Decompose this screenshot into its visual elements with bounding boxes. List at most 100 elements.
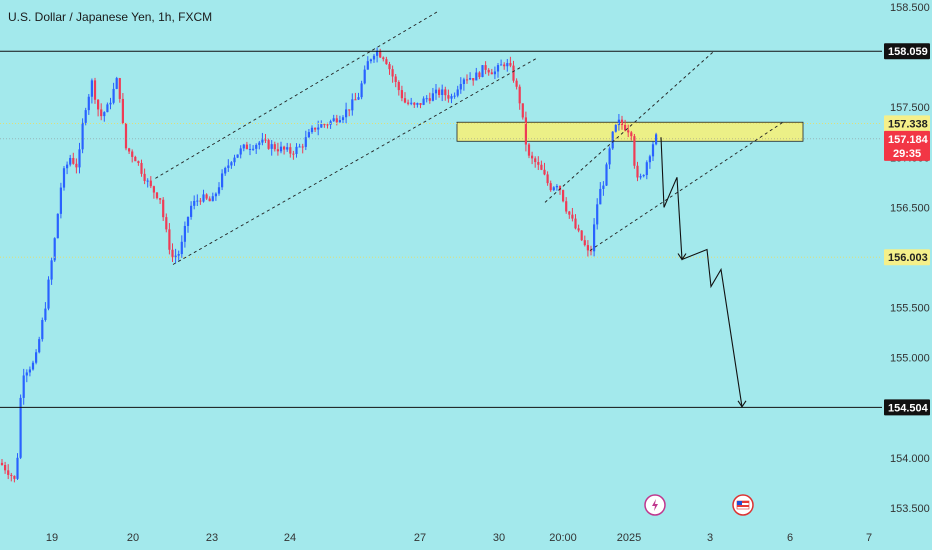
us-flag-event-icon[interactable] xyxy=(732,494,754,516)
candle xyxy=(171,243,174,262)
candle xyxy=(450,93,453,104)
candle-body xyxy=(0,462,4,466)
candle xyxy=(245,141,248,150)
candle-body xyxy=(10,474,13,476)
candle xyxy=(143,168,146,185)
candle-body xyxy=(506,63,509,67)
candle xyxy=(469,72,472,81)
candle xyxy=(462,77,465,91)
candle-body xyxy=(369,59,372,62)
candle xyxy=(589,245,593,256)
candle-body xyxy=(459,84,462,90)
candle-body xyxy=(391,69,394,77)
candle xyxy=(620,115,624,130)
candle-body xyxy=(221,173,224,188)
candle xyxy=(332,114,335,122)
candle xyxy=(224,166,227,176)
candle xyxy=(180,235,183,258)
candle xyxy=(472,77,475,86)
candle xyxy=(115,76,118,90)
candle xyxy=(208,196,211,202)
candle xyxy=(642,174,645,178)
candle xyxy=(413,102,416,108)
candle-body xyxy=(4,465,7,471)
candle xyxy=(252,145,255,151)
candle-body xyxy=(428,98,431,101)
candle xyxy=(422,96,425,106)
candle-body xyxy=(419,103,422,105)
candle xyxy=(286,142,289,152)
candle xyxy=(230,161,233,169)
candle-body xyxy=(515,80,518,87)
candle xyxy=(31,360,35,371)
candle xyxy=(583,235,586,247)
candle-body xyxy=(400,90,403,99)
candle-body xyxy=(574,218,577,229)
candle-body xyxy=(143,173,146,181)
candle-body xyxy=(611,131,614,149)
candle-body xyxy=(7,470,10,475)
candle xyxy=(376,47,379,63)
candle-body xyxy=(490,72,493,75)
candle xyxy=(0,458,4,466)
candle-body xyxy=(608,148,611,165)
candle xyxy=(363,65,366,85)
candle xyxy=(453,92,456,99)
price-tag-value: 157.338 xyxy=(888,118,928,130)
candle xyxy=(540,160,543,171)
candle-body xyxy=(555,186,558,188)
candle xyxy=(518,84,521,110)
candle xyxy=(174,248,177,264)
candle xyxy=(97,99,100,117)
candle-body xyxy=(137,161,140,163)
candle xyxy=(131,149,134,163)
candle-body xyxy=(295,146,298,154)
candle xyxy=(211,192,214,202)
candle-body xyxy=(292,153,295,155)
candle xyxy=(289,143,292,158)
candle-body xyxy=(329,121,332,125)
x-tick-label: 20:00 xyxy=(549,532,577,544)
chart-title: U.S. Dollar / Japanese Yen, 1h, FXCM xyxy=(8,10,212,24)
candle xyxy=(580,230,583,242)
candle xyxy=(493,66,496,80)
candle-body xyxy=(270,144,273,149)
candle xyxy=(162,197,165,221)
candle xyxy=(403,92,407,104)
candle-body xyxy=(394,76,397,83)
candlestick-series xyxy=(0,47,658,483)
candle xyxy=(372,53,376,63)
candle-body xyxy=(537,162,540,165)
candle xyxy=(345,102,348,124)
channel-1-lower-line xyxy=(172,57,538,265)
candle xyxy=(496,62,500,78)
candle xyxy=(41,317,44,342)
candle xyxy=(524,111,527,152)
x-tick-label: 2025 xyxy=(617,532,641,544)
candle-body xyxy=(162,199,165,218)
candle xyxy=(568,210,571,219)
candle-body xyxy=(602,185,605,189)
candle xyxy=(534,156,537,168)
candle-body xyxy=(627,130,630,133)
candle xyxy=(35,349,38,365)
candle xyxy=(152,185,155,199)
projection-arrow-head xyxy=(677,253,687,261)
candle xyxy=(633,133,636,169)
candle-body xyxy=(568,211,571,215)
candle xyxy=(193,195,196,210)
candle xyxy=(438,87,441,98)
y-tick-label: 155.500 xyxy=(890,303,930,315)
y-tick-label: 155.000 xyxy=(890,353,930,365)
projection-path xyxy=(660,137,743,407)
candle xyxy=(444,86,447,101)
candle xyxy=(651,141,655,161)
candle-body xyxy=(552,187,555,191)
candle-body xyxy=(31,362,35,370)
candle-body xyxy=(273,144,276,150)
candle-body xyxy=(208,198,211,202)
candle-body xyxy=(527,144,531,156)
candle xyxy=(441,84,444,102)
lightning-event-icon[interactable] xyxy=(644,494,666,516)
